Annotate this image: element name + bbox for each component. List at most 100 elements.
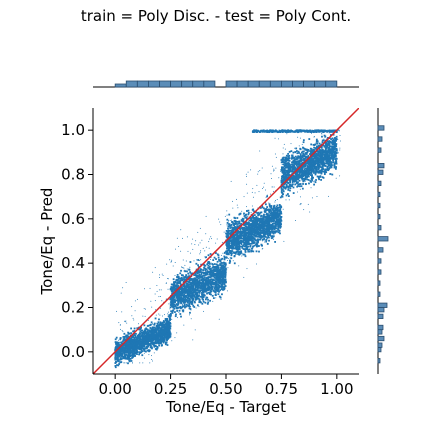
scatter-point <box>152 326 154 328</box>
scatter-point <box>236 248 238 250</box>
scatter-point <box>266 239 268 241</box>
scatter-point <box>151 321 153 323</box>
scatter-point <box>210 294 212 296</box>
scatter-point <box>208 279 210 281</box>
scatter-point <box>243 227 245 229</box>
scatter-point <box>247 251 249 253</box>
scatter-point <box>166 324 168 326</box>
scatter-point <box>252 231 254 233</box>
scatter-point <box>231 221 233 223</box>
scatter-point <box>199 288 201 290</box>
scatter-point <box>209 263 211 265</box>
scatter-point <box>221 293 223 295</box>
hist-y-bar <box>378 203 380 207</box>
scatter-point <box>263 222 265 224</box>
scatter-point <box>279 232 281 234</box>
scatter-point <box>123 338 125 340</box>
scatter-point <box>177 301 179 303</box>
scatter-point <box>224 262 226 264</box>
hist-x-bar <box>115 84 126 87</box>
scatter-point <box>196 298 198 300</box>
scatter-point <box>274 205 276 207</box>
scatter-point <box>294 184 296 186</box>
scatter-point <box>279 227 281 229</box>
scatter-point <box>256 233 258 235</box>
scatter-point <box>247 213 249 215</box>
scatter-point <box>332 143 334 145</box>
scatter-point <box>208 271 210 273</box>
scatter-point <box>225 285 227 287</box>
scatter-point <box>219 274 221 276</box>
scatter-point <box>164 330 166 332</box>
scatter-point <box>186 304 188 306</box>
scatter-point <box>176 276 178 278</box>
scatter-point <box>295 156 297 158</box>
scatter-point <box>253 218 255 220</box>
scatter-point <box>150 334 152 336</box>
scatter-point <box>241 232 243 234</box>
hist-y-bar <box>378 170 383 174</box>
scatter-point <box>118 360 120 362</box>
scatter-point <box>203 267 205 269</box>
hist-x-bar <box>281 81 292 87</box>
scatter-point <box>275 221 277 223</box>
scatter-point <box>263 224 265 226</box>
hist-y-bar <box>378 192 380 196</box>
scatter-point <box>210 287 212 289</box>
scatter-point <box>172 303 174 305</box>
scatter-point <box>251 226 253 228</box>
scatter-point <box>232 239 234 241</box>
scatter-point <box>188 285 190 287</box>
scatter-point <box>320 179 322 181</box>
scatter-point <box>236 217 238 219</box>
scatter-point <box>222 276 224 278</box>
scatter-point <box>261 245 263 247</box>
scatter-point <box>208 283 210 285</box>
scatter-point <box>202 269 204 271</box>
scatter-point <box>186 285 188 287</box>
scatter-point <box>203 301 205 303</box>
scatter-point <box>199 283 201 285</box>
scatter-point <box>254 233 256 235</box>
scatter-point <box>173 308 175 310</box>
scatter-point <box>122 357 124 359</box>
scatter-point <box>244 215 246 217</box>
scatter-point <box>224 275 226 277</box>
scatter-point <box>214 263 216 265</box>
scatter-point <box>120 357 122 359</box>
scatter-point <box>258 251 260 253</box>
scatter-point <box>134 337 136 339</box>
scatter-point <box>253 242 255 244</box>
scatter-point <box>237 239 239 241</box>
scatter-point <box>226 219 228 221</box>
scatter-point <box>158 339 160 341</box>
scatter-point <box>261 215 263 217</box>
hist-x-bar <box>326 81 337 87</box>
scatter-point <box>239 213 241 215</box>
scatter-point <box>322 140 324 142</box>
scatter-point <box>306 178 308 180</box>
scatter-point <box>265 222 267 224</box>
scatter-point <box>197 272 199 274</box>
scatter-point <box>199 270 201 272</box>
scatter-point <box>204 295 206 297</box>
scatter-point <box>187 289 189 291</box>
scatter-point <box>228 230 230 232</box>
scatter-point <box>143 350 145 352</box>
scatter-point <box>243 235 245 237</box>
scatter-point <box>266 216 268 218</box>
hist-x-bar <box>171 81 182 87</box>
scatter-point <box>182 297 184 299</box>
scatter-point <box>216 278 218 280</box>
scatter-point <box>234 262 236 264</box>
scatter-point <box>196 279 198 281</box>
scatter-point <box>191 278 193 280</box>
scatter-point <box>259 232 261 234</box>
scatter-point <box>136 353 138 355</box>
scatter-point <box>182 274 184 276</box>
scatter-point <box>225 272 227 274</box>
scatter-point <box>266 227 268 229</box>
scatter-point <box>204 269 206 271</box>
scatter-point <box>336 136 338 138</box>
